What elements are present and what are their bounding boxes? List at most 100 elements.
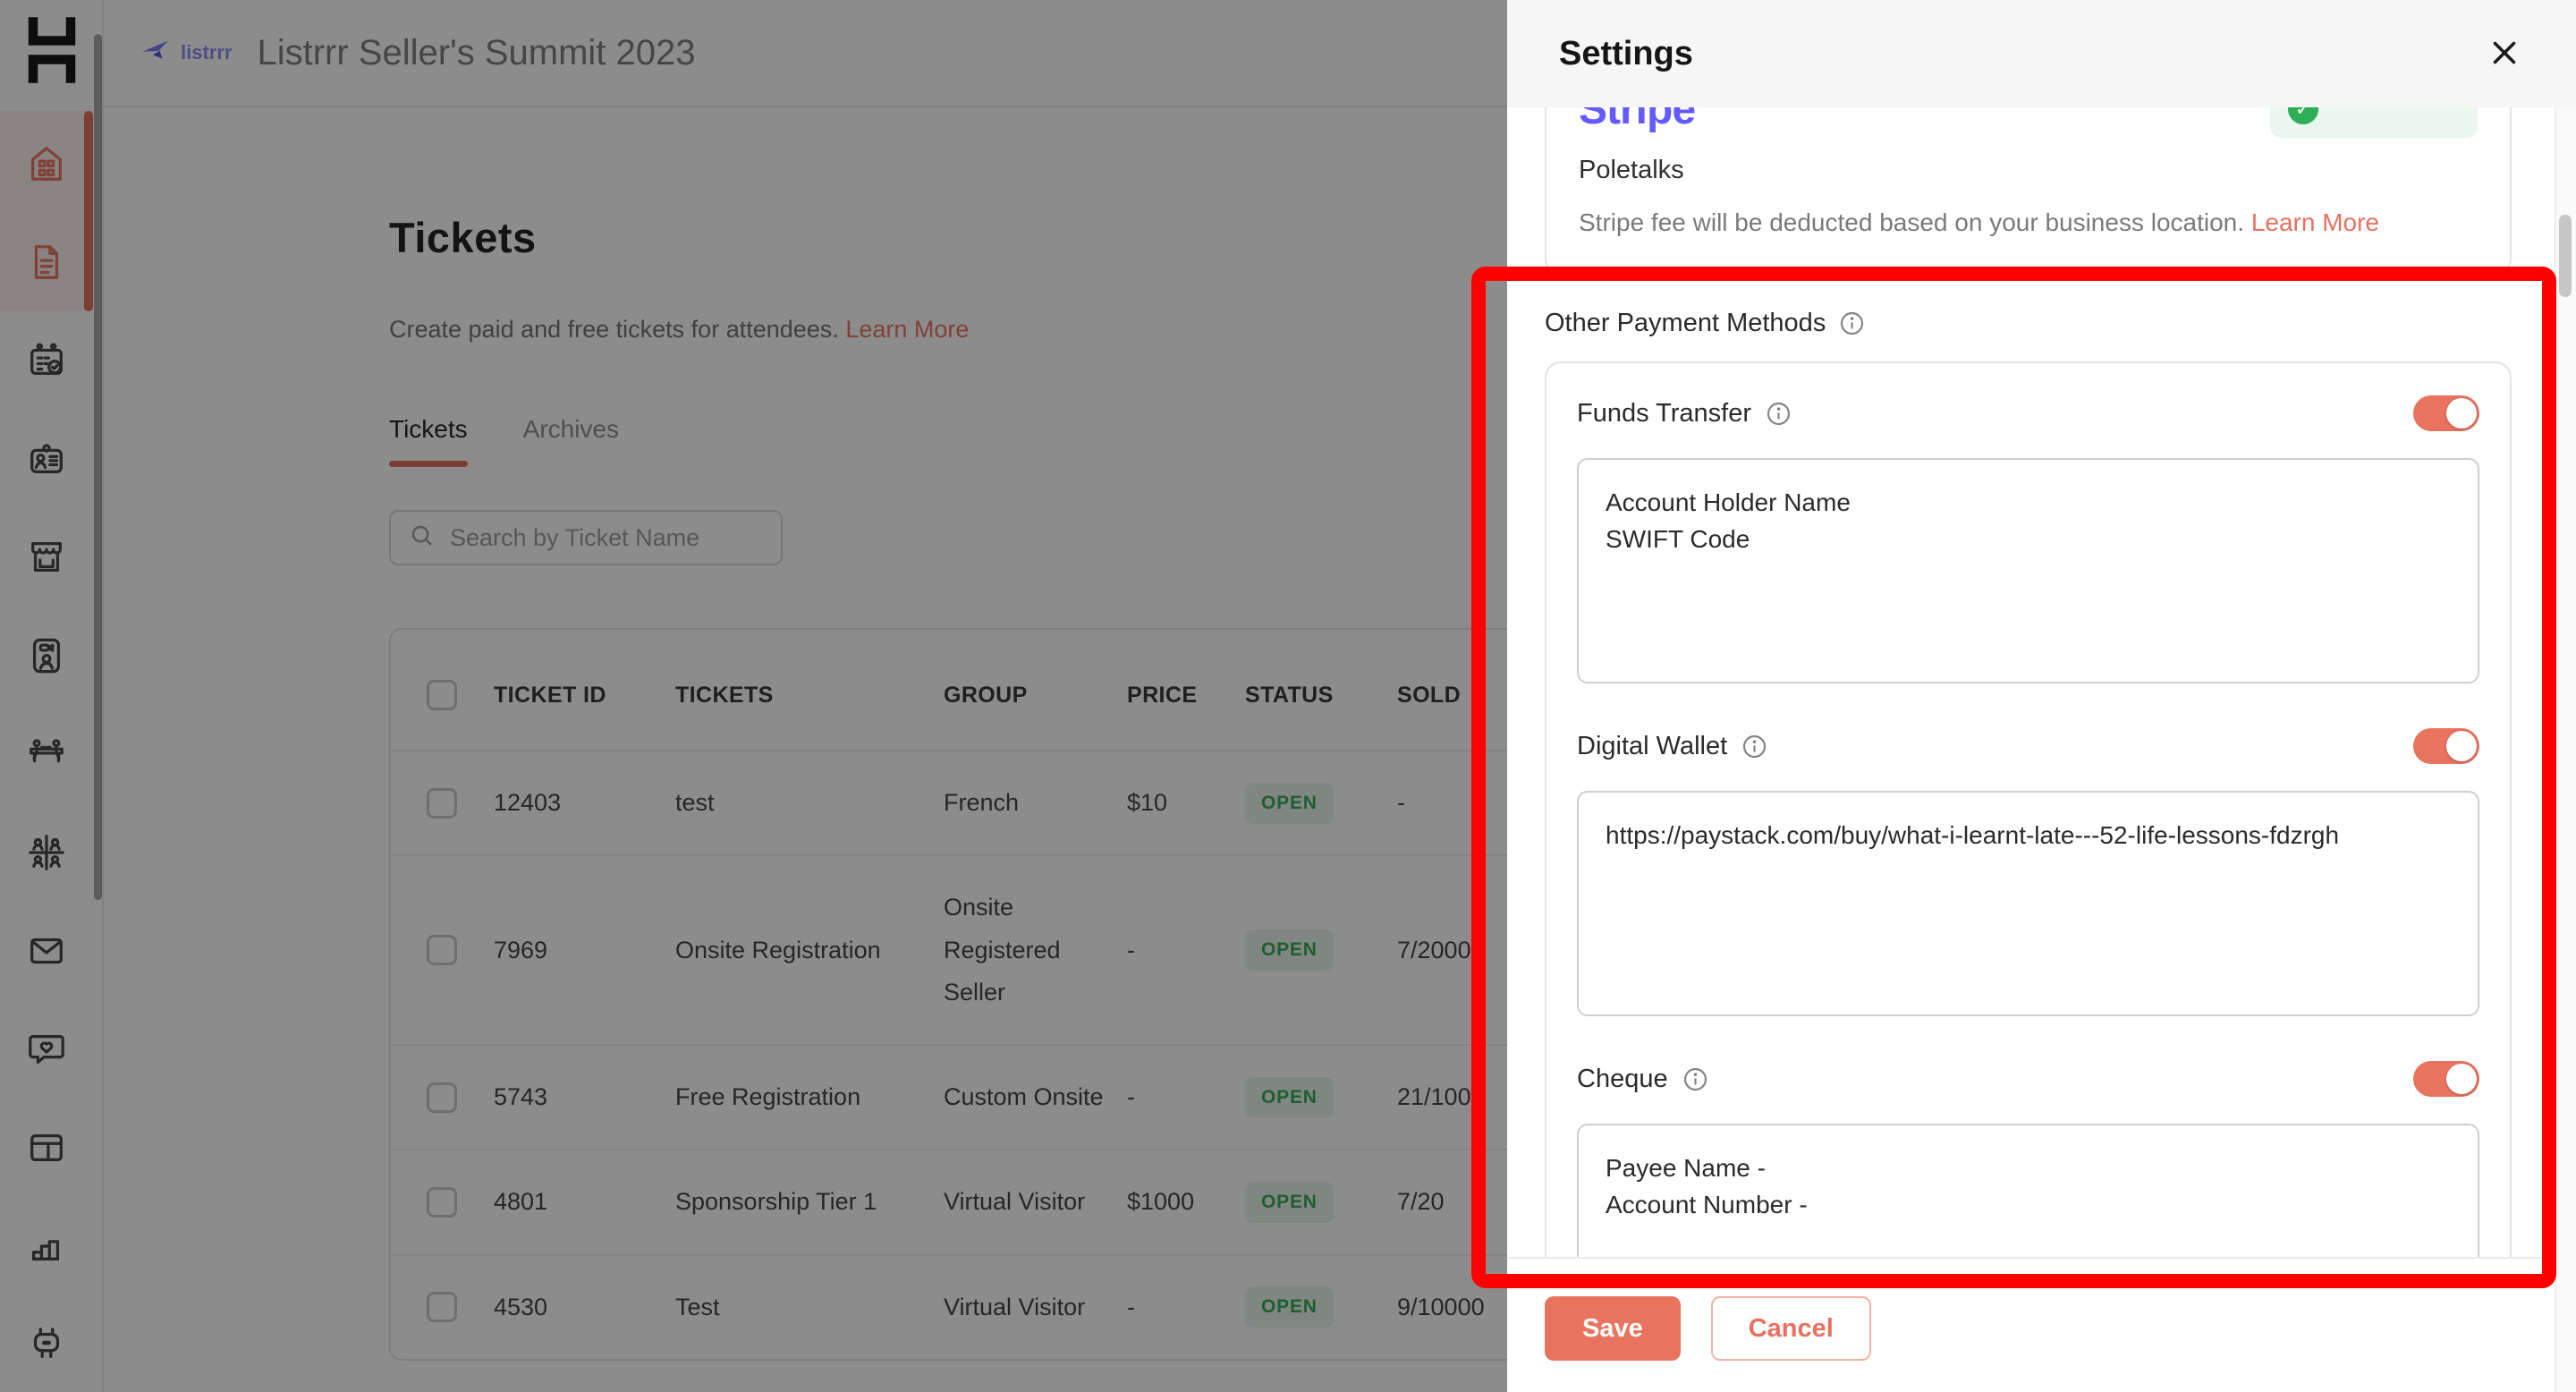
close-icon[interactable] <box>2485 34 2524 73</box>
status-badge: OPEN <box>1245 929 1334 972</box>
col-price: PRICE <box>1127 682 1198 708</box>
funds-transfer-toggle[interactable] <box>2413 395 2479 431</box>
cell-price: - <box>1127 854 1245 1045</box>
cell-ticket-name: test <box>675 749 944 856</box>
tab-tickets[interactable]: Tickets <box>389 415 468 467</box>
sidebar-item-engagement[interactable] <box>0 1002 93 1100</box>
people-group-icon <box>26 832 67 878</box>
sidebar-item-integrations[interactable] <box>0 1297 93 1392</box>
cell-ticket-name: Onsite Registration <box>675 854 944 1045</box>
digital-wallet-toggle[interactable] <box>2413 728 2479 764</box>
toggle-knob <box>2446 398 2477 429</box>
tickets-table-card: TICKET ID TICKETS GROUP PRICE STATUS SOL… <box>389 628 1708 1361</box>
document-icon <box>26 242 67 287</box>
status-badge: OPEN <box>1245 1076 1334 1118</box>
info-icon[interactable] <box>1839 310 1865 336</box>
stripe-card: Stripe ✓ Poletalks Stripe fee will be de… <box>1545 107 2512 275</box>
info-icon[interactable] <box>1741 734 1767 760</box>
cheque-label: Cheque <box>1577 1065 1708 1094</box>
sidebar-item-analytics[interactable] <box>0 1199 93 1297</box>
row-checkbox[interactable] <box>427 935 457 966</box>
sidebar-item-meetings[interactable] <box>0 707 93 805</box>
digital-wallet-label: Digital Wallet <box>1577 732 1767 761</box>
sidebar-item-tickets[interactable] <box>0 215 93 313</box>
app-logo <box>23 13 80 88</box>
search-icon <box>409 522 436 554</box>
event-brand: listrrr <box>141 39 232 67</box>
select-all-checkbox[interactable] <box>427 680 457 710</box>
settings-body: Stripe ✓ Poletalks Stripe fee will be de… <box>1507 107 2555 1257</box>
meeting-table-icon <box>26 734 67 779</box>
cheque-toggle[interactable] <box>2413 1061 2479 1097</box>
sidebar-item-networking[interactable] <box>0 805 93 904</box>
layout-icon <box>26 1127 67 1173</box>
cell-ticket-id: 4530 <box>494 1253 675 1359</box>
event-title: Listrrr Seller's Summit 2023 <box>257 32 696 72</box>
tickets-page: Tickets Create paid and free tickets for… <box>389 107 2576 1392</box>
cancel-button[interactable]: Cancel <box>1710 1296 1871 1361</box>
calendar-check-icon <box>26 340 67 386</box>
row-checkbox[interactable] <box>427 1292 457 1323</box>
sidebar-item-email[interactable] <box>0 904 93 1002</box>
cell-ticket-id: 12403 <box>494 749 675 856</box>
listrrr-logo-text: listrrr <box>181 41 233 64</box>
sidebar-nav <box>0 116 93 1392</box>
sidebar-item-booths[interactable] <box>0 510 93 608</box>
col-ticket-id: TICKET ID <box>494 682 606 708</box>
info-icon[interactable] <box>1766 401 1792 427</box>
sidebar-active-indicator <box>84 111 93 311</box>
stripe-learn-more-link[interactable]: Learn More <box>2250 208 2379 236</box>
funds-transfer-textarea[interactable]: Account Holder Name SWIFT Code <box>1577 458 2479 683</box>
save-button[interactable]: Save <box>1545 1296 1681 1361</box>
id-card-icon <box>26 438 67 484</box>
cell-group: French <box>944 749 1127 856</box>
storefront-icon <box>26 537 67 582</box>
settings-scrollbar-track <box>2555 107 2576 1392</box>
row-checkbox[interactable] <box>427 1186 457 1218</box>
stripe-fee-note: Stripe fee will be deducted based on you… <box>1579 208 2379 236</box>
cheque-textarea[interactable]: Payee Name - Account Number - <box>1577 1124 2479 1257</box>
digital-wallet-textarea[interactable]: https://paystack.com/buy/what-i-learnt-l… <box>1577 791 2479 1016</box>
col-group: GROUP <box>944 682 1028 708</box>
sidebar-item-pages[interactable] <box>0 1100 93 1199</box>
settings-panel: Settings Stripe ✓ Poletalks Stripe fee w… <box>1507 0 2576 1392</box>
payment-methods-card: Funds Transfer Account Holder Name SWIFT… <box>1545 361 2512 1257</box>
learn-more-link[interactable]: Learn More <box>845 316 970 343</box>
funds-transfer-label: Funds Transfer <box>1577 399 1792 429</box>
cheque-row: Cheque <box>1577 1061 2479 1097</box>
stripe-connected-badge: ✓ <box>2270 107 2478 138</box>
bar-chart-icon <box>26 1226 67 1271</box>
page-title: Tickets <box>389 214 537 261</box>
ticket-search[interactable] <box>389 510 783 565</box>
toggle-knob <box>2446 731 2477 761</box>
tab-archives[interactable]: Archives <box>522 415 620 443</box>
row-checkbox[interactable] <box>427 1082 457 1113</box>
tickets-tabs: Tickets Archives <box>389 415 2576 467</box>
settings-title: Settings <box>1559 34 1693 72</box>
cell-price: $1000 <box>1127 1149 1245 1255</box>
status-badge: OPEN <box>1245 782 1334 824</box>
cell-group: Custom Onsite <box>944 1043 1127 1150</box>
sidebar-item-attendees[interactable] <box>0 412 93 510</box>
cell-ticket-id: 7969 <box>494 854 675 1045</box>
check-icon: ✓ <box>2288 107 2318 124</box>
sidebar-item-sessions[interactable] <box>0 313 93 412</box>
sidebar-scrollbar[interactable] <box>94 34 102 900</box>
table-row[interactable]: 7969 Onsite Registration Onsite Register… <box>391 854 1707 1045</box>
info-icon[interactable] <box>1682 1066 1708 1092</box>
sidebar-item-virtual[interactable] <box>0 608 93 707</box>
modal-dim-overlay <box>0 0 1507 1392</box>
cell-ticket-name: Free Registration <box>675 1043 944 1150</box>
digital-wallet-row: Digital Wallet <box>1577 728 2479 764</box>
cell-ticket-id: 4801 <box>494 1149 675 1255</box>
top-header: listrrr Listrrr Seller's Summit 2023 <box>104 0 2576 107</box>
search-input[interactable] <box>450 523 763 552</box>
page-description: Create paid and free tickets for attende… <box>389 316 970 343</box>
toggle-knob <box>2446 1064 2477 1094</box>
table-row[interactable]: 4530 Test Virtual Visitor - OPEN 9/10000 <box>391 1253 1707 1359</box>
row-checkbox[interactable] <box>427 787 457 819</box>
listrrr-logo-icon <box>141 39 172 67</box>
sidebar-item-home[interactable] <box>0 116 93 215</box>
cell-group: Onsite Registered Seller <box>944 854 1127 1045</box>
settings-scrollbar-thumb[interactable] <box>2559 215 2572 297</box>
